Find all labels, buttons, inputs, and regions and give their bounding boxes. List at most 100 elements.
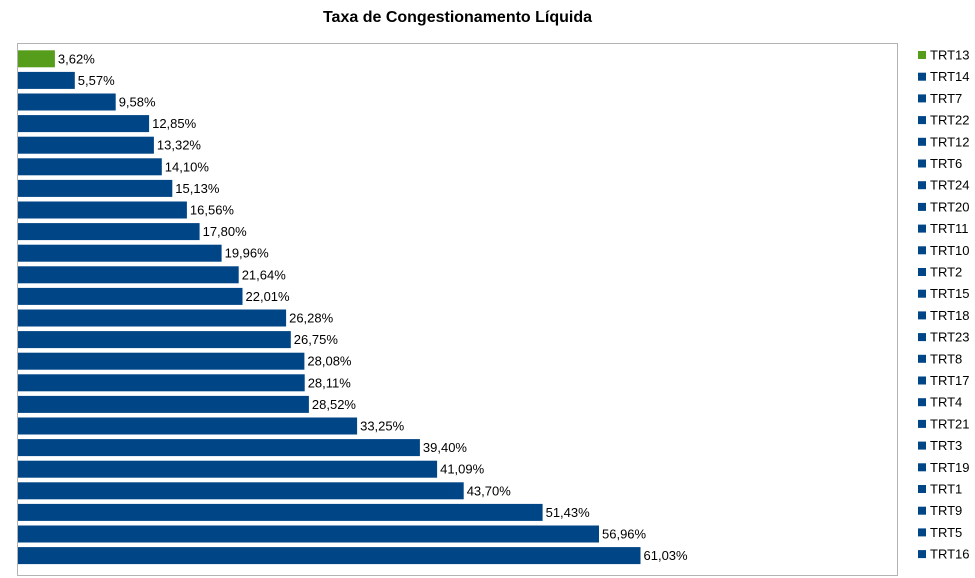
legend-swatch-trt11 [918,224,926,233]
data-label-trt19: 41,09% [440,462,485,477]
data-label-trt7: 9,58% [119,95,156,110]
data-label-trt6: 14,10% [165,159,210,174]
bar-trt7 [18,93,116,111]
data-label-trt18: 26,28% [289,311,334,326]
bar-trt12 [18,136,154,154]
data-label-trt13: 3,62% [58,51,95,66]
legend-label-trt8: TRT8 [930,351,962,366]
bar-trt2 [18,266,239,284]
legend-swatch-trt12 [918,137,926,146]
bar-trt24 [18,179,173,197]
bar-trt18 [18,309,287,327]
legend-label-trt3: TRT3 [930,438,962,453]
data-label-trt12: 13,32% [157,138,202,153]
legend-label-trt23: TRT23 [930,330,970,345]
data-label-trt22: 12,85% [152,116,197,131]
data-label-trt11: 17,80% [203,224,248,239]
legend-swatch-trt2 [918,268,926,276]
data-label-trt21: 33,25% [360,419,405,434]
bars-group: 3,62% 5,57% 9,58% 12,85% 13,32% 14,10% 15,13% 1… [18,50,689,565]
legend-label-trt1: TRT1 [930,482,962,497]
legend-swatch-trt15 [918,289,926,298]
legend-swatch-trt16 [918,550,926,559]
legend-swatch-trt23 [918,333,926,342]
data-label-trt5: 56,96% [602,527,647,542]
plot-area-border [17,43,898,576]
data-label-trt4: 28,52% [312,397,357,412]
bar-trt20 [18,201,187,219]
data-label-trt23: 26,75% [294,332,339,347]
legend-label-trt10: TRT10 [930,243,970,258]
bar-trt23 [18,331,291,349]
legend-swatch-trt6 [918,159,926,168]
data-label-trt16: 61,03% [644,548,689,563]
legend-swatch-trt8 [918,354,926,363]
bar-trt17 [18,374,305,392]
bar-trt16 [18,547,641,565]
legend-swatch-trt1 [918,485,926,493]
bar-trt11 [18,223,200,241]
bar-trt14 [18,71,75,89]
data-label-trt17: 28,11% [308,375,352,390]
legend-swatch-trt18 [918,311,926,320]
bar-trt19 [18,460,438,478]
legend-label-trt16: TRT16 [930,547,970,562]
bar-trt9 [18,503,543,521]
legend: TRT13 TRT14 TRT7 TRT22 TRT12 TRT6 TRT24 TRT20 TR… [918,48,970,562]
legend-label-trt5: TRT5 [930,525,962,540]
legend-swatch-trt24 [918,181,926,190]
legend-swatch-trt5 [918,528,926,537]
legend-label-trt6: TRT6 [930,156,962,171]
data-label-trt20: 16,56% [190,203,235,218]
data-label-trt3: 39,40% [423,440,468,455]
bar-trt5 [18,525,599,543]
legend-swatch-trt21 [918,419,926,428]
chart-title: Taxa de Congestionamento Líquida [322,9,593,26]
bar-trt6 [18,158,162,176]
legend-label-trt9: TRT9 [930,503,962,518]
data-label-trt10: 19,96% [225,246,270,261]
bar-trt8 [18,352,305,370]
bar-trt15 [18,287,243,305]
data-label-trt15: 22,01% [246,289,291,304]
legend-label-trt24: TRT24 [930,178,970,193]
legend-swatch-trt14 [918,72,926,81]
legend-swatch-trt13 [918,51,926,59]
data-label-trt24: 15,13% [175,181,220,196]
data-label-trt9: 51,43% [546,505,591,520]
bar-trt21 [18,417,358,435]
legend-swatch-trt22 [918,116,926,125]
bar-trt10 [18,244,222,262]
legend-label-trt2: TRT2 [930,265,962,280]
legend-swatch-trt7 [918,94,926,103]
bar-trt22 [18,115,150,133]
legend-label-trt12: TRT12 [930,134,970,149]
legend-label-trt20: TRT20 [930,199,970,214]
bar-trt4 [18,395,309,413]
legend-label-trt14: TRT14 [930,69,970,84]
legend-swatch-trt19 [918,463,926,472]
legend-swatch-trt10 [918,246,926,255]
legend-label-trt13: TRT13 [930,48,970,63]
legend-label-trt19: TRT19 [930,460,970,475]
legend-label-trt22: TRT22 [930,113,970,128]
bar-trt3 [18,439,420,457]
data-label-trt14: 5,57% [78,73,115,88]
data-label-trt2: 21,64% [242,267,287,282]
legend-swatch-trt9 [918,506,926,515]
legend-label-trt4: TRT4 [930,395,962,410]
legend-label-trt11: TRT11 [930,221,969,236]
data-label-trt8: 28,08% [307,354,352,369]
data-label-trt1: 43,70% [467,483,512,498]
legend-label-trt15: TRT15 [930,286,970,301]
legend-label-trt21: TRT21 [930,416,970,431]
legend-label-trt17: TRT17 [930,373,970,388]
legend-swatch-trt20 [918,202,926,211]
legend-swatch-trt17 [918,376,926,385]
legend-swatch-trt3 [918,441,926,450]
bar-trt13 [18,50,55,68]
legend-label-trt18: TRT18 [930,308,970,323]
legend-swatch-trt4 [918,398,926,407]
